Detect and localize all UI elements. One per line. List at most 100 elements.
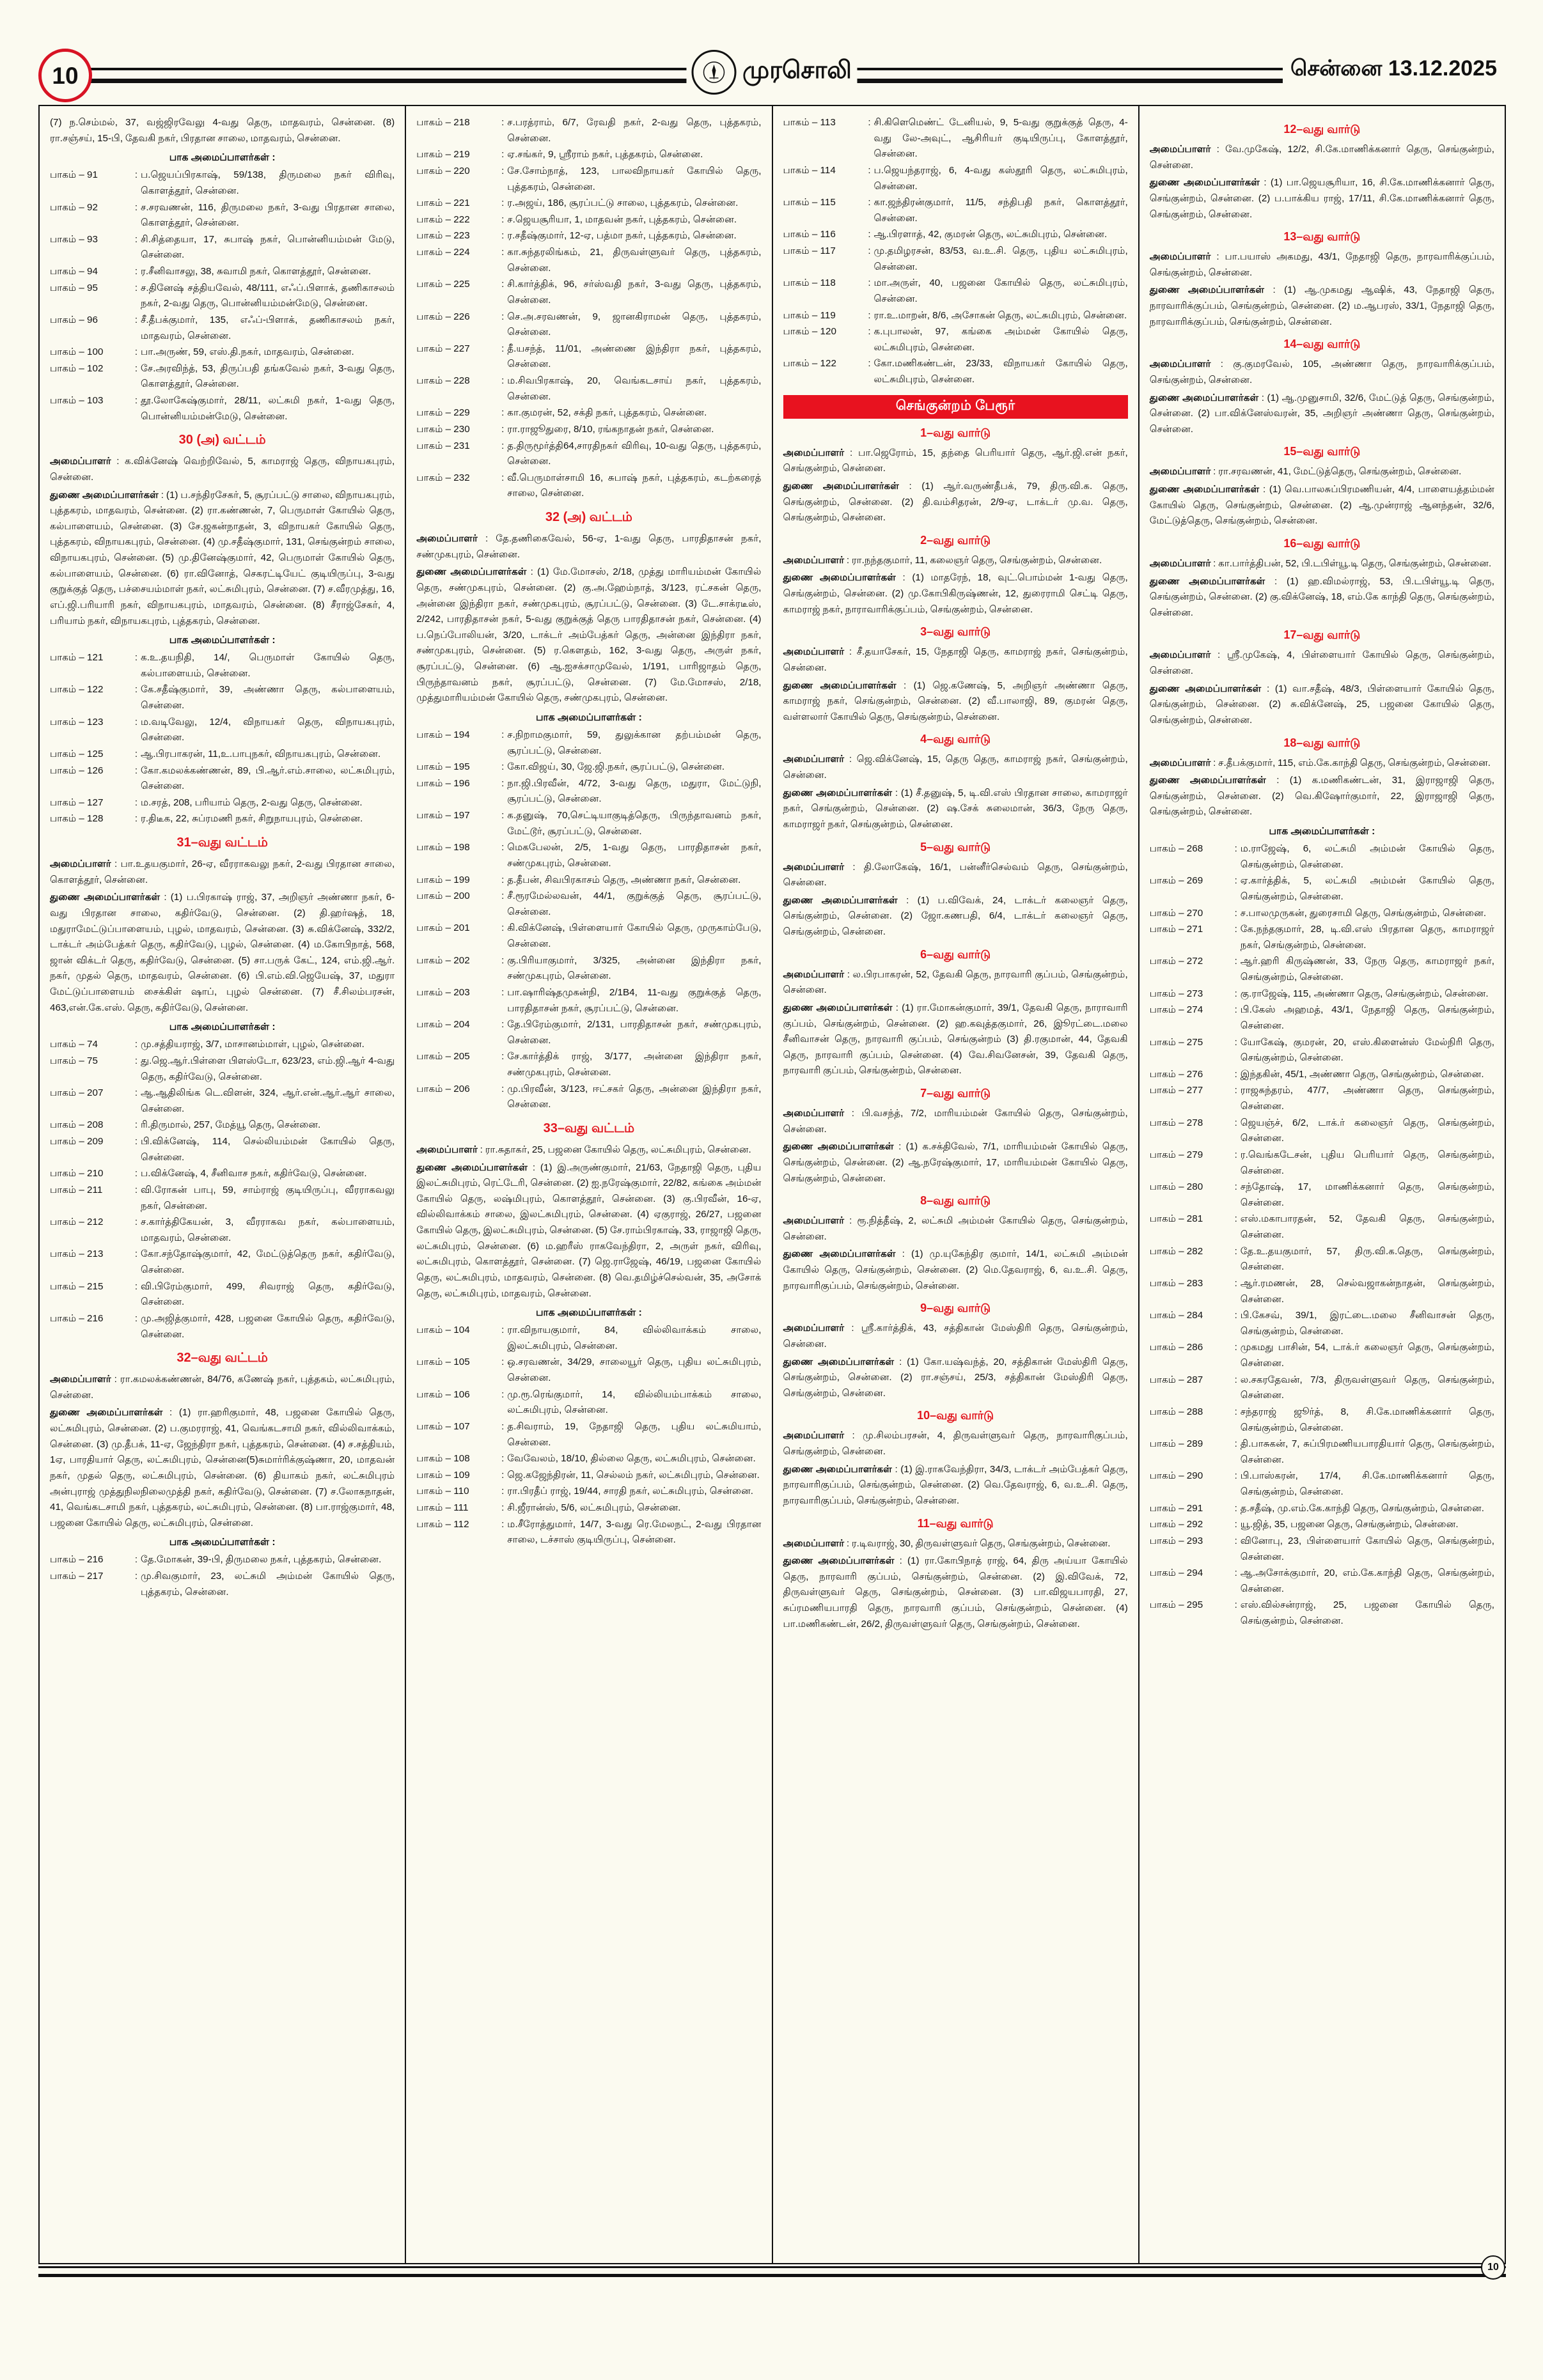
part-row: பாகம் – 195: கோ.விஜய், 30, ஜே.ஜி.நகர், சூ…	[416, 759, 761, 775]
part-address: இந்தகின், 45/1, அண்ணா தெரு, செங்குன்றம்,…	[1240, 1068, 1484, 1080]
part-number: பாகம் – 278	[1149, 1117, 1203, 1128]
part-number: பாகம் – 202	[416, 954, 470, 966]
paragraph-label: துணை அமைப்பாளர்கள்	[1149, 484, 1260, 495]
part-address: ர.சதீஷ்குமார், 12-ஏ, பத்மா நகர், புத்தகர…	[507, 230, 737, 242]
town-banner: செங்குன்றம் பேரூர்	[783, 394, 1128, 419]
organizer-paragraph: துணை அமைப்பாளர்கள் : (1) மே.மோசஸ், 2/18,…	[416, 566, 762, 704]
part-address: ச.சரவணன், 116, திருமலை நகர், 3-வது பிரதா…	[141, 201, 395, 229]
part-address: கோ.விஜய், 30, ஜே.ஜி.நகர், சூரப்பட்டு, செ…	[507, 761, 725, 773]
ward-heading: 4–வது வார்டு	[920, 733, 991, 746]
paragraph-label: துணை அமைப்பாளர்கள்	[783, 1356, 895, 1367]
part-number: பாகம் – 216	[50, 1554, 104, 1566]
part-row: பாகம் – 210: ப.விக்னேஷ், 4, சீனிவாச நகர்,…	[50, 1166, 395, 1182]
part-number: பாகம் – 118	[783, 277, 836, 289]
part-number: பாகம் – 92	[50, 201, 98, 213]
part-number: பாகம் – 114	[783, 164, 836, 176]
part-colon: :	[501, 986, 505, 998]
ward-heading: 6–வது வார்டு	[920, 947, 991, 961]
part-number: பாகம் – 221	[416, 198, 470, 209]
part-colon: :	[1234, 1085, 1237, 1096]
part-colon: :	[1234, 924, 1237, 935]
part-colon: :	[501, 1453, 505, 1465]
organizer-paragraph: துணை அமைப்பாளர்கள் : (1) ஹ.விமல்ராஜ், 53…	[1149, 575, 1495, 618]
organizer-paragraph: அமைப்பாளர் : கா.பார்த்திபன், 52, பி.டபிள…	[1149, 557, 1492, 569]
part-address: ம.ராஜேஷ், 6, லட்சுமி அம்மன் கோயில் தெரு,…	[1240, 843, 1494, 870]
part-colon: :	[501, 1486, 505, 1497]
part-row: பாகம் – 204: தே.பிரேம்குமார், 2/131, பாரத…	[416, 1017, 761, 1048]
organizer-paragraph: அமைப்பாளர் : பா.பயாஸ் அகமது, 43/1, நேதாஜ…	[1149, 251, 1494, 278]
part-row: பாகம் – 229: கா.குமரன், 52, சக்தி நகர், ப…	[416, 405, 761, 421]
part-number: பாகம் – 295	[1149, 1599, 1203, 1611]
part-number: பாகம் – 230	[416, 423, 470, 435]
part-address: க.புபாலன், 97, கங்கை அம்மன் கோயில் தெரு,…	[873, 326, 1128, 353]
part-row: பாகம் – 225: சி.கார்த்திக், 96, சர்ஸ்வதி …	[416, 277, 761, 308]
part-number: பாகம் – 225	[416, 279, 470, 290]
part-colon: :	[868, 245, 871, 256]
part-row: பாகம் – 273: கு.ராஜேஷ், 115, அண்ணா தெரு, …	[1150, 986, 1494, 1002]
part-number: பாகம் – 95	[50, 282, 98, 293]
part-row: பாகம் – 293: வினோபு, 23, பிள்ளையார் கோயில…	[1150, 1534, 1494, 1565]
part-number: பாகம் – 269	[1149, 875, 1203, 887]
part-number: பாகம் – 127	[50, 797, 104, 808]
part-number: பாகம் – 198	[416, 842, 470, 853]
part-number: பாகம் – 108	[416, 1453, 470, 1465]
part-colon: :	[501, 440, 505, 451]
ward-heading: 7–வது வார்டு	[920, 1087, 991, 1100]
part-colon: :	[1234, 875, 1237, 887]
part-colon: :	[1234, 1149, 1237, 1160]
part-row: பாகம் – 215: வி.பிரேம்குமார், 499, சிவராஜ…	[50, 1279, 395, 1311]
part-row: பாகம் – 127: ம.சரத், 208, பரியாம் தெரு, 2…	[50, 795, 395, 811]
part-colon: :	[134, 1087, 138, 1099]
part-row: பாகம் – 96: சீ.தீபக்குமார், 135, எஃப்-பிள…	[50, 313, 395, 344]
part-colon: :	[134, 652, 138, 664]
organizer-paragraph: துணை அமைப்பாளர்கள் : (1) சீ.தனுஷ், 5, டி…	[783, 787, 1128, 830]
part-address: ஆ.ஆதிலிங்க டெ.விளன், 324, ஆர்.என்.ஆர்.ஆர…	[141, 1087, 395, 1114]
part-colon: :	[501, 1388, 505, 1400]
section-subheading: பாக அமைப்பாளர்கள் :	[535, 1307, 642, 1319]
paragraph-label: அமைப்பாளர்	[50, 456, 111, 467]
paragraph-label: துணை அமைப்பாளர்கள்	[783, 680, 897, 691]
part-row: பாகம் – 269: ஏ.கார்த்திக், 5, லட்சுமி அம்…	[1150, 873, 1494, 905]
part-address: த.சிவராம், 19, நேதாஜி தெரு, புதிய லட்சும…	[507, 1420, 762, 1448]
part-colon: :	[134, 765, 138, 776]
part-address: நா.ஜி.பிரவீன், 4/72, 3-வது தெரு, மதுரா, …	[507, 777, 762, 805]
part-colon: :	[134, 346, 138, 358]
organizer-paragraph: அமைப்பாளர் : மு.சிலம்பரசன், 4, திருவள்ளு…	[783, 1430, 1128, 1457]
part-row: பாகம் – 213: கோ.சந்தோஷ்குமார், 42, மேட்டு…	[50, 1247, 395, 1278]
part-row: பாகம் – 100: பா.அருண், 59, எஸ்.தி.நகர், ம…	[50, 345, 395, 361]
paragraph-label: அமைப்பாளர்	[1149, 757, 1211, 768]
part-number: பாகம் – 281	[1149, 1213, 1203, 1225]
part-row: பாகம் – 106: மு.ரூ.ரெங்குமார், 14, வில்லி…	[416, 1387, 761, 1419]
part-number: பாகம் – 123	[50, 716, 104, 727]
part-number: பாகம் – 119	[783, 309, 836, 321]
part-address: எஸ்.மகாபாரதன், 52, தேவகி தெரு, செங்குன்ற…	[1240, 1213, 1494, 1240]
part-colon: :	[134, 797, 138, 808]
part-colon: :	[1234, 1502, 1237, 1514]
part-address: சி.ஜீரான்ஸ், 5/6, லட்சுமிபுரம், சென்னை.	[507, 1502, 681, 1513]
division-heading: 30 (அ) வட்டம்	[178, 433, 266, 447]
organizer-paragraph: அமைப்பாளர் : பி.வசந்த், 7/2, மாரியம்மன் …	[783, 1108, 1128, 1135]
part-row: பாகம் – 221: ர.அஜய், 186, சூரப்பட்டு சாலை…	[416, 196, 761, 212]
organizer-paragraph: துணை அமைப்பாளர்கள் : (1) ஆ.முனுசாமி, 32/…	[1149, 392, 1494, 435]
part-address: ஆர்.ஹரி கிருஷ்ணன், 33, நேரு தெரு, காமராஜ…	[1240, 956, 1494, 983]
division-heading: 32 (அ) வட்டம்	[545, 510, 632, 524]
part-number: பாகம் – 279	[1149, 1149, 1203, 1160]
part-number: பாகம் – 75	[50, 1055, 98, 1066]
part-colon: :	[134, 1184, 138, 1195]
part-row: பாகம் – 271: கே.நந்தகுமார், 28, டி.வி.எஸ்…	[1150, 922, 1494, 953]
part-number: பாகம் – 270	[1149, 907, 1203, 919]
part-address: மு.ரூ.ரெங்குமார், 14, வில்லியம்பாக்கம் ச…	[507, 1388, 762, 1416]
part-number: பாகம் – 272	[1149, 956, 1203, 967]
part-row: பாகம் – 223: ர.சதீஷ்குமார், 12-ஏ, பத்மா ந…	[416, 228, 761, 244]
part-colon: :	[501, 1019, 505, 1031]
organizer-paragraph: துணை அமைப்பாளர்கள் : (1) மு.யுகேந்திர கு…	[783, 1248, 1128, 1291]
part-colon: :	[1234, 1519, 1237, 1530]
part-row: பாகம் – 102: சே.அரவிந்த், 53, திருப்பதி த…	[50, 361, 395, 393]
part-row: பாகம் – 226: செ.அ.சரவணன், 9, ஜானகிராமன் த…	[416, 309, 761, 341]
part-colon: :	[134, 1119, 138, 1131]
organizer-paragraph: அமைப்பாளர் : வே.முகேஷ், 12/2, சி.கே.மாணி…	[1149, 144, 1494, 171]
part-colon: :	[134, 1248, 138, 1260]
part-colon: :	[501, 954, 505, 966]
part-number: பாகம் – 104	[416, 1325, 470, 1336]
part-row: பாகம் – 290: பி.பாஸ்கரன், 17/4, சி.கே.மாண…	[1150, 1468, 1494, 1500]
